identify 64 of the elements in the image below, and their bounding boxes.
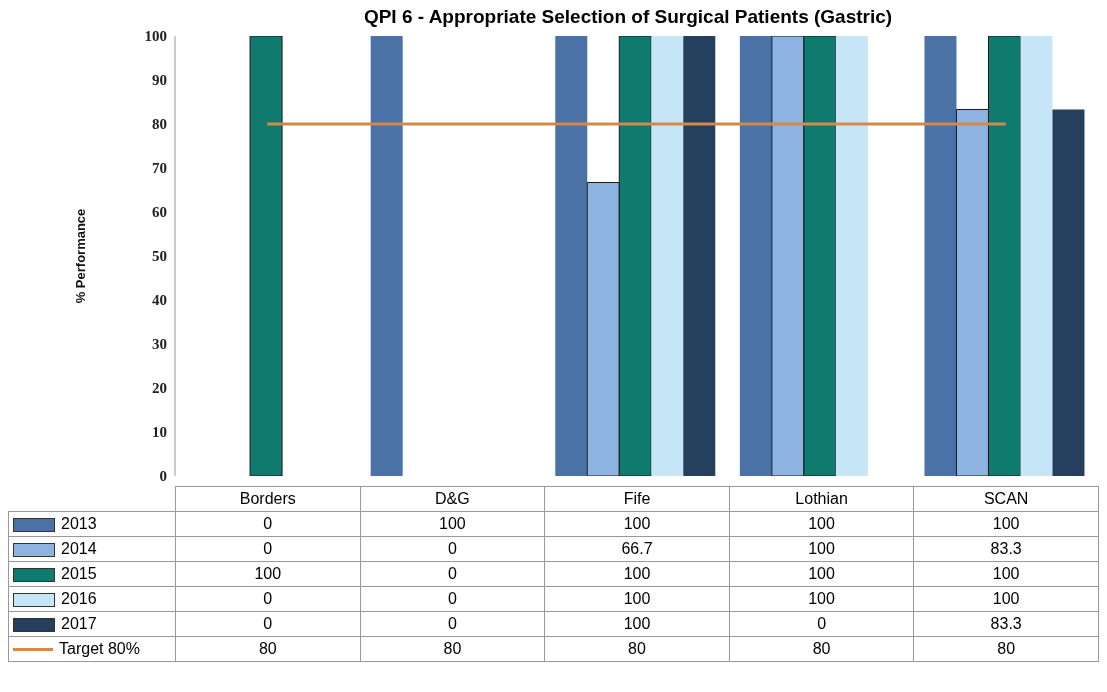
- y-tick-label: 100: [144, 28, 167, 45]
- bar: [555, 36, 588, 476]
- data-label: 0: [175, 511, 361, 537]
- data-label: 100: [544, 586, 730, 612]
- bar: [1020, 36, 1053, 476]
- data-label: 80: [729, 636, 914, 662]
- bar: [249, 36, 283, 476]
- data-label: 80: [913, 636, 1099, 662]
- legend-label: 2013: [8, 511, 176, 537]
- data-label: 0: [729, 611, 914, 637]
- data-label: 100: [544, 561, 730, 587]
- data-label: 100: [175, 561, 361, 587]
- data-label: 83.3: [913, 536, 1099, 562]
- x-tick-label: D&G: [360, 486, 545, 512]
- y-tick-label: 60: [152, 204, 167, 221]
- legend-label: 2017: [8, 611, 176, 637]
- data-label: 0: [175, 586, 361, 612]
- y-tick-label: 50: [152, 248, 167, 265]
- bar: [739, 36, 772, 476]
- data-label: 0: [175, 536, 361, 562]
- data-label: 100: [729, 536, 914, 562]
- y-tick-label: 0: [159, 468, 167, 485]
- bar: [683, 36, 716, 476]
- x-tick-label: Lothian: [729, 486, 914, 512]
- legend-label: 2016: [8, 586, 176, 612]
- data-label: 100: [729, 586, 914, 612]
- bar: [651, 36, 684, 476]
- legend-label: Target 80%: [8, 636, 176, 662]
- data-label: 100: [544, 611, 730, 637]
- bar: [1052, 109, 1085, 476]
- y-tick-label: 70: [152, 160, 167, 177]
- y-tick-label: 80: [152, 116, 167, 133]
- data-label: 0: [360, 561, 545, 587]
- x-tick-label: Borders: [175, 486, 361, 512]
- x-tick-label: Fife: [544, 486, 730, 512]
- chart-title: QPI 6 - Appropriate Selection of Surgical Patients (Gastric): [362, 6, 894, 27]
- data-label: 80: [175, 636, 361, 662]
- data-label: 100: [729, 561, 914, 587]
- y-tick-label: 90: [152, 72, 167, 89]
- y-tick-label: 20: [152, 380, 167, 397]
- data-label: 66.7: [544, 536, 730, 562]
- y-tick-label: 30: [152, 336, 167, 353]
- data-label: 0: [175, 611, 361, 637]
- y-tick-label: 40: [152, 292, 167, 309]
- bar: [370, 36, 403, 476]
- data-label: 80: [544, 636, 730, 662]
- data-label: 100: [729, 511, 914, 537]
- data-label: 0: [360, 611, 545, 637]
- y-tick-label: 10: [152, 424, 167, 441]
- data-label: 100: [913, 586, 1099, 612]
- data-label: 100: [913, 561, 1099, 587]
- data-label: 100: [360, 511, 545, 537]
- data-label: 0: [360, 586, 545, 612]
- bar: [835, 36, 868, 476]
- legend-label: 2014: [8, 536, 176, 562]
- data-label: 0: [360, 536, 545, 562]
- data-label: 100: [544, 511, 730, 537]
- bar: [924, 36, 957, 476]
- data-label: 100: [913, 511, 1099, 537]
- legend-label: 2015: [8, 561, 176, 587]
- y-axis-title: % Performance: [72, 208, 88, 304]
- x-tick-label: SCAN: [913, 486, 1099, 512]
- data-label: 83.3: [913, 611, 1099, 637]
- data-label: 80: [360, 636, 545, 662]
